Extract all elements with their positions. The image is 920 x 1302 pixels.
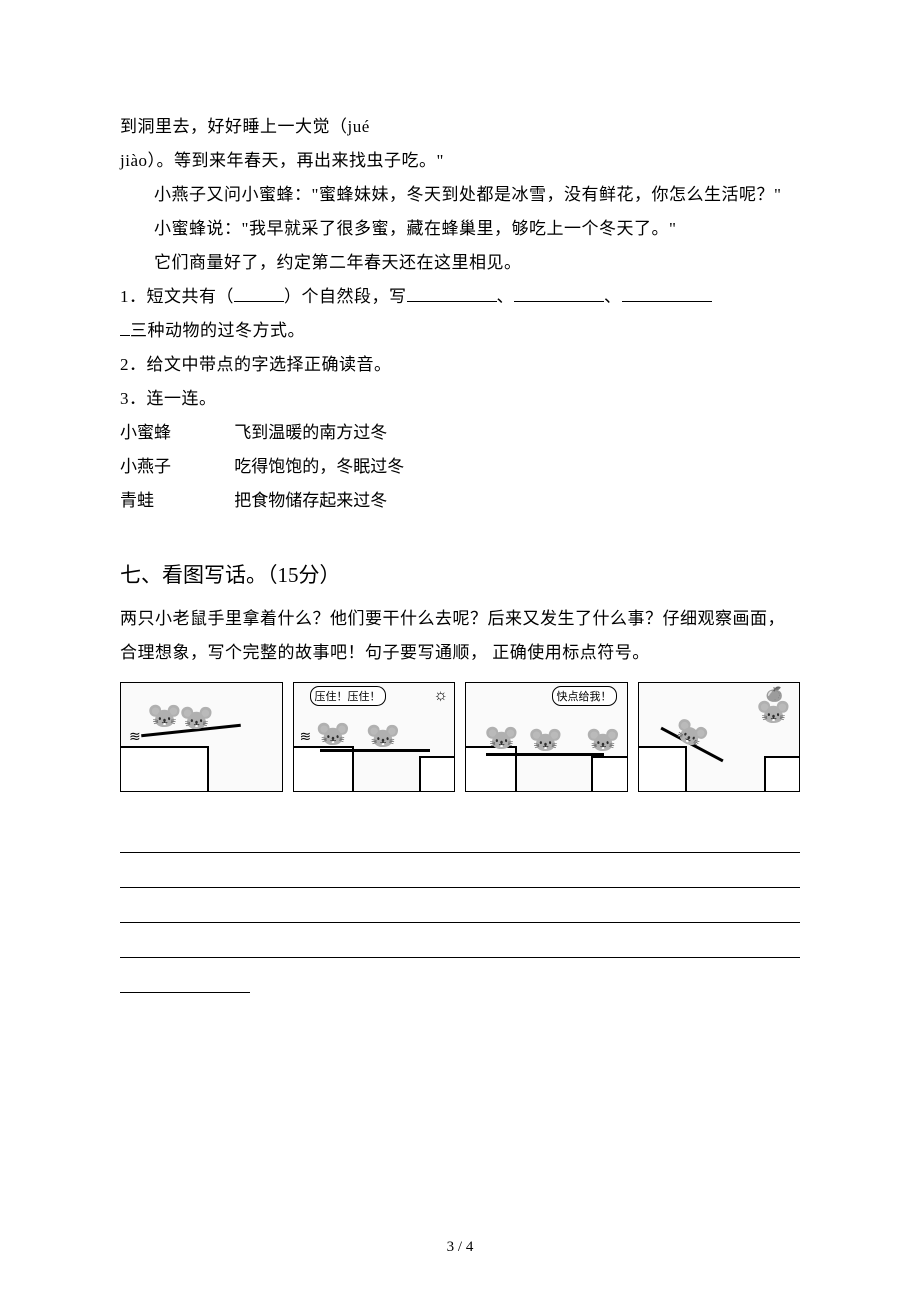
orange-icon: 🍊	[766, 687, 783, 704]
cliff-icon	[120, 746, 209, 792]
sun-icon: ☼	[433, 687, 448, 705]
match-row-2[interactable]: 小燕子 吃得饱饱的，冬眠过冬	[120, 450, 800, 484]
q1-sep-2: 、	[604, 287, 622, 306]
q1-suffix: 三种动物的过冬方式。	[130, 321, 305, 340]
cliff-icon	[591, 756, 627, 792]
bubble-text: 快点给我！	[557, 691, 612, 703]
mouse-icon: 🐭	[179, 705, 214, 733]
grass-icon: ≋	[129, 731, 141, 745]
passage-para-2: 小燕子又问小蜜蜂："蜜蜂妹妹，冬天到处都是冰雪，没有鲜花，你怎么生活呢？"	[120, 178, 800, 212]
q1-blank-a[interactable]	[407, 284, 497, 302]
q1-blank-count[interactable]	[234, 284, 284, 302]
match-left-1: 小蜜蜂	[120, 416, 230, 450]
q1-sep-1: 、	[497, 287, 515, 306]
comic-panel-1: ≋ 🐭 🐭	[120, 682, 283, 792]
writing-line-4[interactable]	[120, 923, 800, 958]
speech-bubble: 快点给我！	[552, 686, 617, 706]
comic-strip: ≋ 🐭 🐭 压住！压住！ ☼ ≋ 🐭 🐭 快点给我！ 🐭 🐭 🐭	[120, 682, 800, 792]
match-right-2: 吃得饱饱的，冬眠过冬	[234, 457, 404, 476]
page-footer: 3 / 4	[0, 1239, 920, 1256]
writing-line-1[interactable]	[120, 818, 800, 853]
match-right-1: 飞到温暖的南方过冬	[234, 423, 387, 442]
passage-line-1b: jiào）。等到来年春天，再出来找虫子吃。"	[120, 144, 800, 178]
match-row-1[interactable]: 小蜜蜂 飞到温暖的南方过冬	[120, 416, 800, 450]
cliff-icon	[419, 756, 455, 792]
mouse-icon: 🐭	[528, 727, 563, 755]
writing-line-3[interactable]	[120, 888, 800, 923]
cliff-icon	[638, 746, 687, 792]
question-1-line2: 三种动物的过冬方式。	[120, 314, 800, 348]
passage-para-3: 小蜜蜂说："我早就采了很多蜜，藏在蜂巢里，够吃上一个冬天了。"	[120, 212, 800, 246]
q1-blank-b[interactable]	[514, 284, 604, 302]
grass-icon: ≋	[300, 731, 312, 745]
page: 到洞里去，好好睡上一大觉（jué jiào）。等到来年春天，再出来找虫子吃。" …	[0, 0, 920, 1302]
mouse-icon: 🐭	[484, 725, 519, 753]
mouse-icon: 🐭	[316, 721, 351, 749]
match-right-3: 把食物储存起来过冬	[234, 491, 387, 510]
bubble-text: 压住！压住！	[315, 691, 381, 703]
comic-panel-2: 压住！压住！ ☼ ≋ 🐭 🐭	[293, 682, 456, 792]
mouse-icon: 🐭	[366, 723, 401, 751]
writing-line-5[interactable]	[120, 958, 250, 993]
match-left-3: 青蛙	[120, 484, 230, 518]
cliff-icon	[293, 746, 355, 792]
mouse-icon: 🐭	[586, 727, 621, 755]
writing-line-2[interactable]	[120, 853, 800, 888]
cliff-icon	[764, 756, 800, 792]
q1-prefix: 1．短文共有（	[120, 287, 234, 306]
comic-panel-3: 快点给我！ 🐭 🐭 🐭	[465, 682, 628, 792]
question-3: 3．连一连。	[120, 382, 800, 416]
question-1: 1．短文共有（ ）个自然段，写 、 、	[120, 280, 800, 314]
speech-bubble: 压住！压住！	[310, 686, 386, 706]
section-7-title: 七、看图写话。（15分）	[120, 554, 800, 596]
mouse-icon: 🐭	[147, 703, 182, 731]
section-7-instruction: 两只小老鼠手里拿着什么？他们要干什么去呢？后来又发生了什么事？仔细观察画面，合理…	[120, 602, 800, 670]
q1-mid1: ）个自然段，写	[284, 287, 407, 306]
q1-blank-cont[interactable]	[120, 318, 130, 336]
passage-line-1a: 到洞里去，好好睡上一大觉（jué	[120, 110, 800, 144]
passage-para-4: 它们商量好了，约定第二年春天还在这里相见。	[120, 246, 800, 280]
match-left-2: 小燕子	[120, 450, 230, 484]
question-2: 2．给文中带点的字选择正确读音。	[120, 348, 800, 382]
comic-panel-4: 🐭 🐭 🍊	[638, 682, 801, 792]
q1-blank-c[interactable]	[622, 284, 712, 302]
match-row-3[interactable]: 青蛙 把食物储存起来过冬	[120, 484, 800, 518]
